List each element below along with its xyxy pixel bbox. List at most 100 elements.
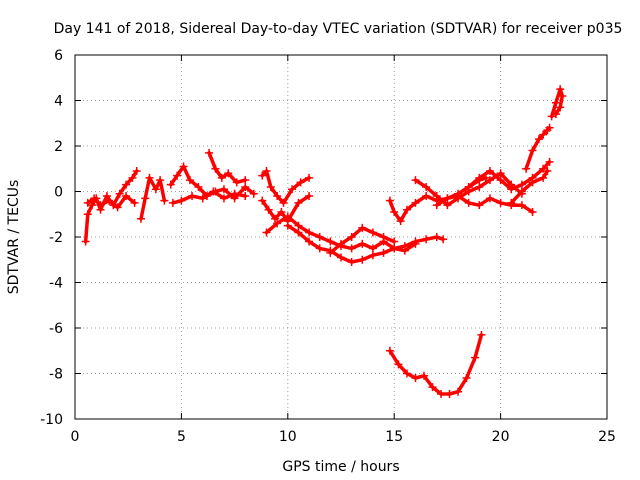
data-point <box>517 187 526 196</box>
x-tick-label: 5 <box>177 429 186 445</box>
data-point <box>219 194 228 203</box>
y-tick-label: -4 <box>49 276 63 292</box>
data-point <box>262 167 271 176</box>
series-line <box>388 333 484 396</box>
data-point <box>394 360 403 369</box>
data-point <box>160 196 169 205</box>
data-point <box>258 196 267 205</box>
data-point <box>264 205 273 214</box>
data-point <box>83 210 92 219</box>
data-point <box>432 233 441 241</box>
data-point <box>496 176 505 185</box>
data-point <box>462 374 471 383</box>
data-point <box>443 194 452 203</box>
data-point <box>188 192 197 201</box>
y-axis-label: SDTVAR / TECUs <box>6 180 22 295</box>
data-point <box>173 171 182 180</box>
x-tick-label: 20 <box>492 429 510 445</box>
data-point <box>385 196 394 205</box>
data-point <box>547 112 556 121</box>
y-tick-label: 4 <box>54 94 63 110</box>
grid-lines <box>75 55 607 419</box>
data-point <box>390 244 399 253</box>
data-point <box>368 251 377 260</box>
series-track-1 <box>81 167 141 246</box>
data-point <box>294 228 303 237</box>
data-point <box>296 178 305 187</box>
data-point <box>385 346 394 355</box>
data-point <box>249 189 258 198</box>
data-point <box>271 214 280 223</box>
chart-title: Day 141 of 2018, Sidereal Day-to-day VTE… <box>54 21 623 37</box>
data-point <box>194 182 203 191</box>
data-point <box>475 173 484 182</box>
data-point <box>379 248 388 257</box>
data-point <box>241 192 250 201</box>
data-point <box>439 235 448 244</box>
data-point <box>122 180 131 189</box>
data-point <box>288 185 297 194</box>
data-point <box>130 198 139 207</box>
data-point <box>485 176 494 185</box>
data-point <box>113 203 122 212</box>
data-point <box>437 389 446 398</box>
data-point <box>145 173 154 182</box>
x-tick-label: 0 <box>71 429 80 445</box>
data-point <box>81 237 90 246</box>
x-tick-label: 15 <box>385 429 403 445</box>
data-point <box>241 176 250 185</box>
data-point <box>168 198 177 207</box>
data-point <box>419 371 428 380</box>
data-point <box>445 389 454 398</box>
data-point <box>132 167 141 176</box>
data-point <box>543 167 552 176</box>
data-point <box>507 185 516 194</box>
data-point <box>315 233 324 241</box>
data-point <box>475 201 484 210</box>
y-tick-label: -6 <box>49 321 63 337</box>
data-point <box>556 103 565 112</box>
data-point <box>358 255 367 264</box>
data-point <box>411 239 420 248</box>
y-tick-label: 0 <box>54 185 63 201</box>
data-point <box>422 192 431 201</box>
x-axis-label: GPS time / hours <box>282 459 399 475</box>
data-point <box>454 387 463 396</box>
x-tick-label: 10 <box>279 429 297 445</box>
data-point <box>411 176 420 185</box>
data-point <box>122 192 131 201</box>
data-point <box>105 196 114 205</box>
data-point <box>396 217 405 226</box>
series-track-6 <box>205 148 250 187</box>
data-point <box>83 198 92 207</box>
data-point <box>528 207 537 216</box>
y-tick-label: -2 <box>49 230 63 246</box>
data-point <box>539 164 548 173</box>
data-point <box>232 178 241 187</box>
data-point <box>422 235 431 244</box>
data-point <box>219 185 228 194</box>
data-point <box>337 239 345 248</box>
y-tick-label: 2 <box>54 139 63 155</box>
series-line <box>207 151 247 185</box>
data-point <box>368 244 377 253</box>
data-point <box>88 201 97 210</box>
data-point <box>277 207 286 216</box>
data-point <box>517 201 526 210</box>
data-point <box>279 198 288 207</box>
data-point <box>115 189 124 198</box>
series-track-19 <box>385 330 486 398</box>
data-point <box>422 182 431 191</box>
data-point <box>185 176 194 185</box>
data-point <box>400 246 409 255</box>
data-point <box>262 228 271 237</box>
y-tick-label: 6 <box>54 48 63 64</box>
data-point <box>539 173 548 182</box>
data-point <box>283 221 292 230</box>
x-tick-label: 25 <box>598 429 616 445</box>
data-point <box>347 233 356 241</box>
data-point <box>454 192 463 201</box>
series-track-16 <box>507 167 552 207</box>
series-track-9 <box>262 212 448 253</box>
